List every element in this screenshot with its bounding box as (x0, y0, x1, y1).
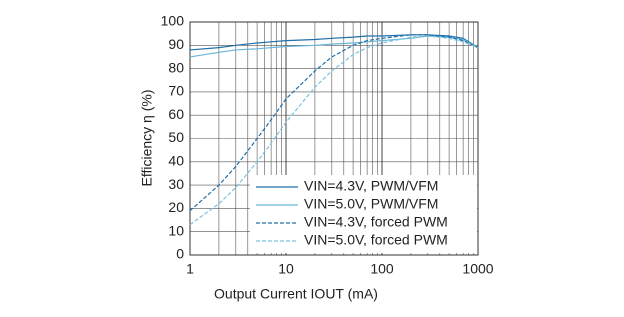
y-tick-label: 10 (168, 222, 184, 238)
series-line (189, 34, 479, 212)
series-line (189, 35, 479, 58)
x-tick-label: 1 (186, 261, 194, 277)
y-tick-label: 40 (168, 153, 184, 169)
y-tick-label: 80 (168, 59, 184, 75)
x-tick-label: 100 (370, 261, 394, 277)
legend-label: VIN=5.0V, PWM/VFM (304, 196, 438, 212)
y-axis-label: Efficiency η (%) (139, 90, 155, 187)
x-tick-label: 1000 (462, 261, 493, 277)
series-line (189, 35, 479, 226)
legend-label: VIN=4.3V, PWM/VFM (304, 178, 438, 194)
y-tick-label: 0 (176, 246, 184, 262)
legend-label: VIN=5.0V, forced PWM (304, 232, 448, 248)
y-tick-label: 60 (168, 106, 184, 122)
y-tick-label: 70 (168, 83, 184, 99)
y-tick-label: 30 (168, 176, 184, 192)
x-axis-label: Output Current IOUT (mA) (214, 286, 378, 302)
y-tick-label: 90 (168, 36, 184, 52)
y-tick-label: 50 (168, 129, 184, 145)
plot-frame (189, 21, 479, 256)
legend-label: VIN=4.3V, forced PWM (304, 214, 448, 230)
y-tick-label: 100 (161, 13, 185, 29)
legend-box (250, 175, 477, 253)
x-tick-label: 10 (278, 261, 294, 277)
y-tick-label: 20 (168, 199, 184, 215)
